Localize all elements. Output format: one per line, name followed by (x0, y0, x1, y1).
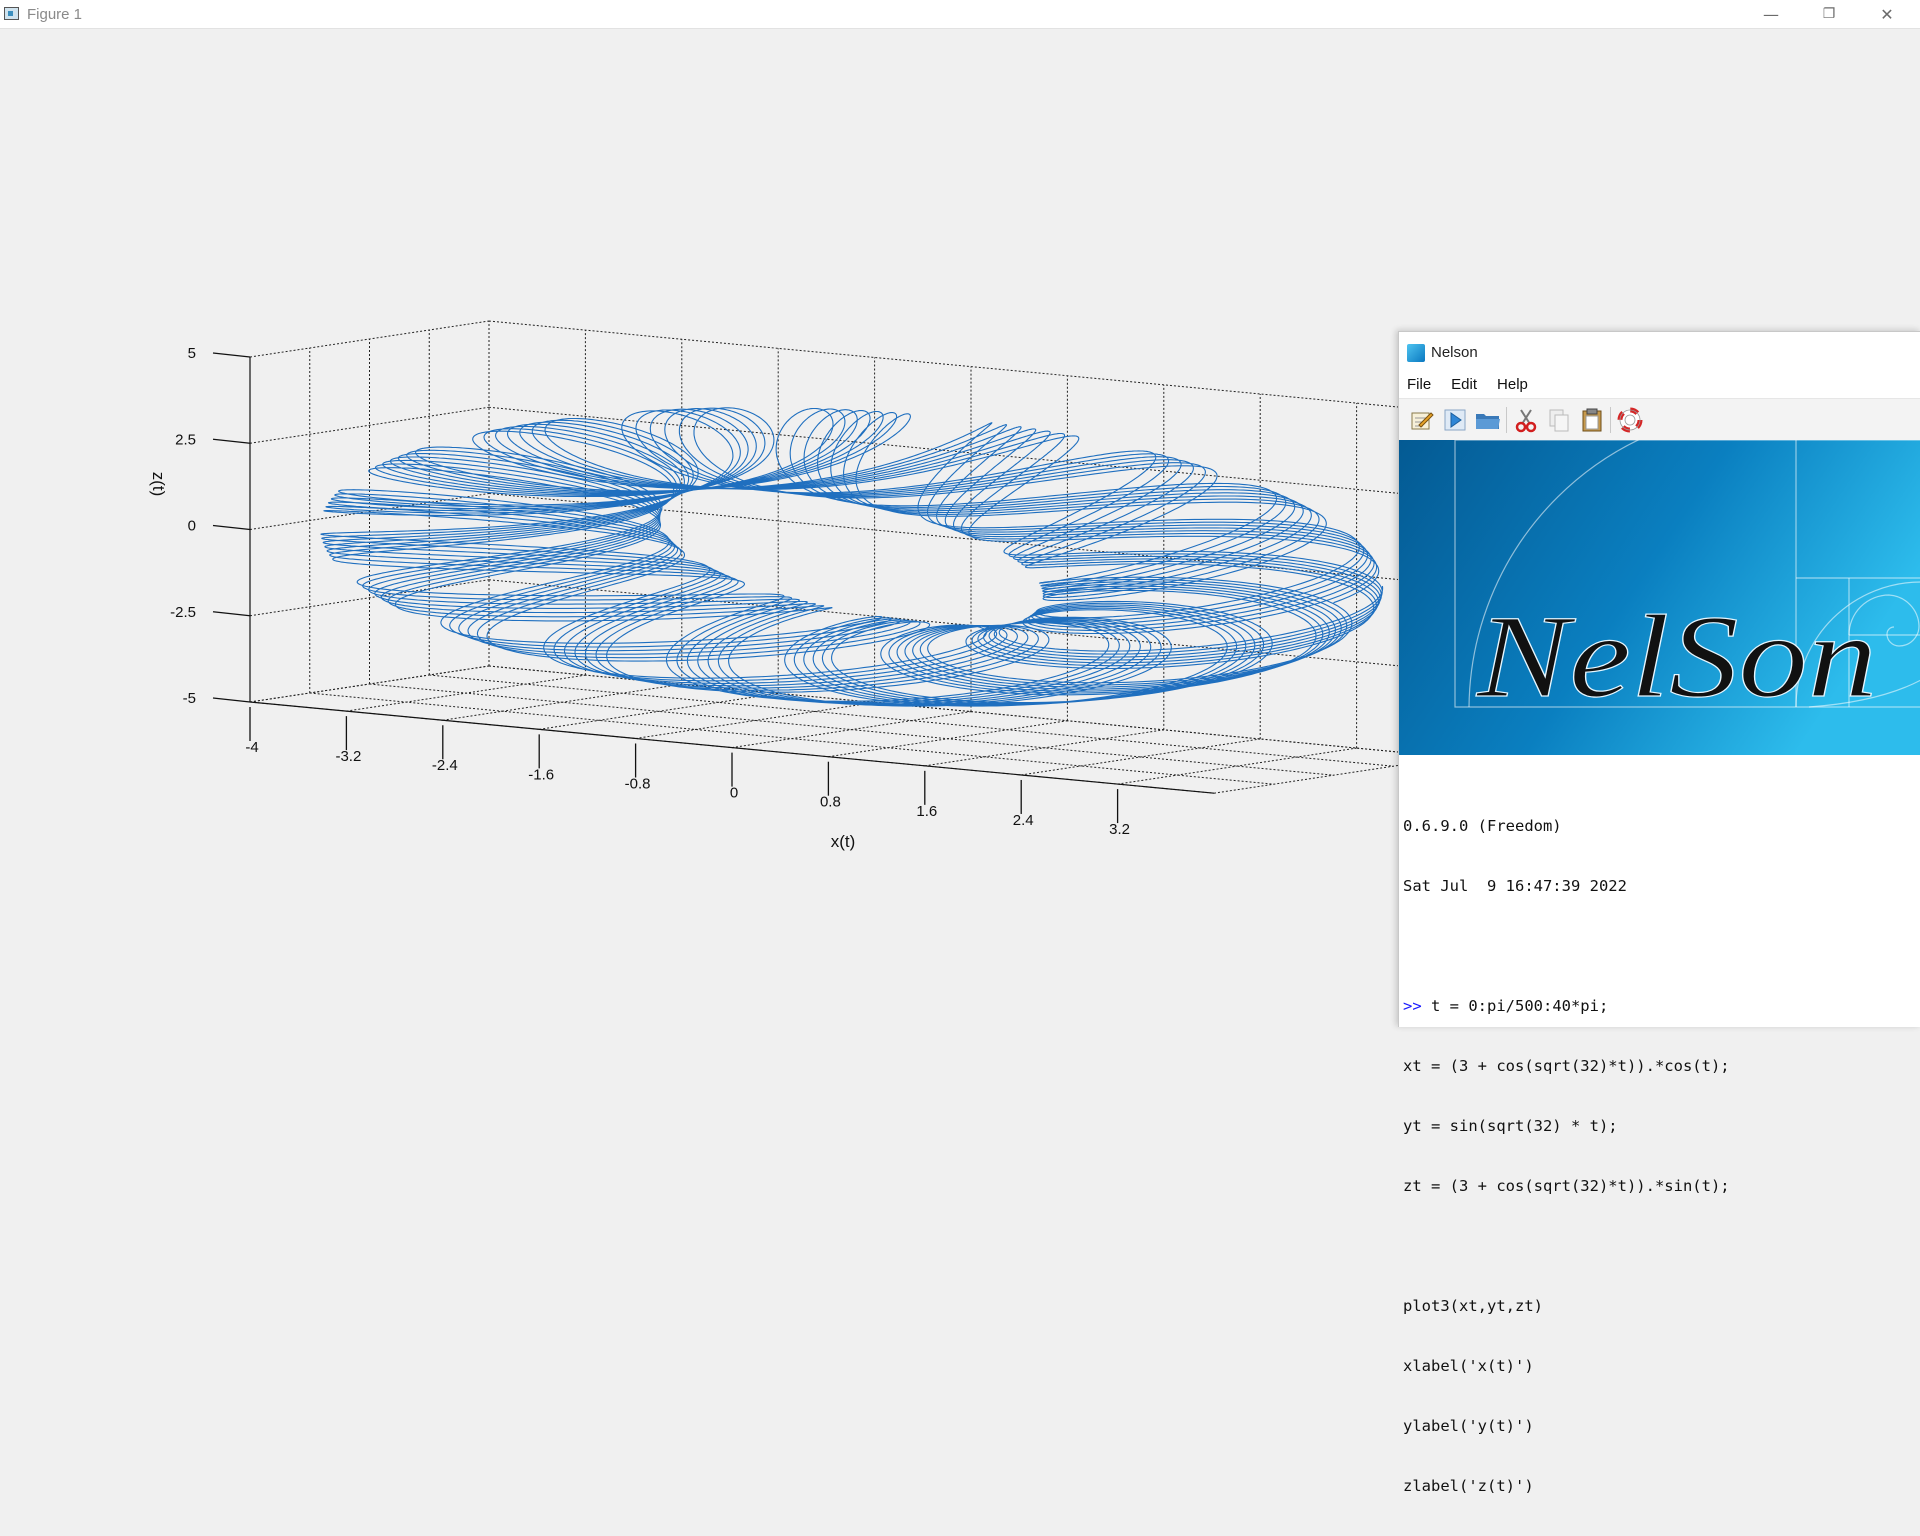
console-line: ylabel('y(t)') (1403, 1417, 1534, 1435)
z-tick (212, 697, 251, 703)
console-blank (1403, 936, 1917, 956)
console-line: zt = (3 + cos(sqrt(32)*t)).*sin(t); (1403, 1177, 1730, 1195)
x-tick-label: 1.6 (916, 803, 937, 820)
console-line: plot3(xt,yt,zt) (1403, 1297, 1543, 1315)
nelson-menu-bar: File Edit Help (1399, 368, 1920, 398)
console-command: t = 0:pi/500:40*pi; (1421, 997, 1609, 1015)
paste-icon[interactable] (1577, 405, 1607, 435)
menu-edit[interactable]: Edit (1451, 376, 1478, 393)
z-tick (212, 438, 251, 444)
side-grid-line (249, 665, 490, 703)
cut-icon[interactable] (1511, 405, 1541, 435)
back-grid-line (488, 320, 1454, 413)
help-icon[interactable] (1615, 405, 1645, 435)
floor-grid-line (539, 692, 779, 730)
z-tick (212, 524, 251, 531)
floor-grid-line (1021, 738, 1261, 776)
x-tick-label: -4 (245, 739, 258, 756)
z-tick-label: 0 (188, 518, 196, 535)
x-tick-label: 0 (730, 785, 738, 802)
restore-button[interactable]: ❐ (1822, 6, 1836, 22)
side-grid-line (249, 406, 490, 444)
z-tick-label: -5 (183, 690, 196, 707)
axis-layer: -4 -3.2 -2.4 -1.6 -0.8 0 0.8 1.6 2.4 3.2 5 2.5 0 -2.5… (170, 345, 1215, 838)
nelson-banner-logo: NelSon (1476, 591, 1877, 722)
console-line: xlabel('x(t)') (1403, 1357, 1534, 1375)
x-tick-label: -1.6 (528, 766, 554, 783)
x-tick-label: 0.8 (820, 794, 841, 811)
close-button[interactable]: ✕ (1880, 4, 1894, 24)
open-folder-icon[interactable] (1473, 405, 1503, 435)
back-grid-line (488, 406, 1454, 499)
x-tick-label: 3.2 (1109, 821, 1130, 838)
console-prompt: >> (1403, 997, 1422, 1015)
floor-grid-line (429, 674, 1394, 767)
plot-area[interactable]: -4 -3.2 -2.4 -1.6 -0.8 0 0.8 1.6 2.4 3.2 5 2.5 0 -2.5… (0, 28, 1920, 1026)
z-tick-label: 2.5 (175, 431, 196, 448)
x-axis-label: x(t) (831, 832, 856, 851)
side-grid-line (249, 320, 490, 358)
figure-app-icon (4, 7, 19, 20)
minimize-button[interactable]: — (1763, 4, 1779, 24)
x-tick-label: -2.4 (432, 757, 458, 774)
x-axis-line (249, 701, 1215, 794)
menu-file[interactable]: File (1407, 376, 1432, 393)
z-tick-label: -2.5 (170, 604, 196, 621)
plot3-chart: -4 -3.2 -2.4 -1.6 -0.8 0 0.8 1.6 2.4 3.2 5 2.5 0 -2.5… (149, 320, 1454, 851)
x-tick-label: -0.8 (625, 775, 651, 792)
console-output[interactable]: 0.6.9.0 (Freedom) Sat Jul 9 16:47:39 202… (1403, 776, 1917, 1495)
nelson-banner: NelSon (1399, 440, 1920, 755)
curve-series (320, 407, 1384, 707)
figure-title-bar[interactable]: Figure 1 — ❐ ✕ (0, 0, 1920, 29)
console-version: 0.6.9.0 (Freedom) (1403, 817, 1562, 835)
floor-grid-line (369, 683, 1334, 776)
curve-layer (320, 407, 1384, 707)
console-date: Sat Jul 9 16:47:39 2022 (1403, 877, 1627, 895)
grid-layer (249, 320, 1454, 794)
figure-title: Figure 1 (27, 6, 83, 23)
floor-grid-line (309, 692, 1274, 785)
nelson-title: Nelson (1431, 344, 1478, 361)
copy-icon[interactable] (1544, 405, 1574, 435)
nelson-app-icon (1407, 344, 1425, 362)
nelson-window[interactable]: Nelson File Edit Help (1398, 331, 1920, 1495)
console-line: yt = sin(sqrt(32) * t); (1403, 1117, 1618, 1135)
z-tick-label: 5 (188, 345, 196, 362)
floor-grid-line (1117, 747, 1357, 785)
x-tick-label: 2.4 (1013, 812, 1034, 829)
side-grid-line (249, 579, 490, 617)
console-line: xt = (3 + cos(sqrt(32)*t)).*cos(t); (1403, 1057, 1730, 1075)
console-line: zlabel('z(t)') (1403, 1477, 1534, 1495)
nelson-toolbar (1399, 398, 1920, 442)
console-command-line: >> t = 0:pi/500:40*pi; (1403, 996, 1917, 1016)
z-axis-label: z(t) (149, 472, 168, 497)
edit-icon[interactable] (1407, 405, 1437, 435)
nelson-title-bar[interactable]: Nelson (1399, 332, 1920, 368)
console-line (1403, 1236, 1917, 1256)
x-tick-label: -3.2 (335, 748, 361, 765)
run-icon[interactable] (1440, 405, 1470, 435)
menu-help[interactable]: Help (1497, 376, 1528, 393)
floor-grid-line (635, 701, 875, 739)
z-tick (212, 611, 251, 617)
z-tick (212, 352, 251, 358)
